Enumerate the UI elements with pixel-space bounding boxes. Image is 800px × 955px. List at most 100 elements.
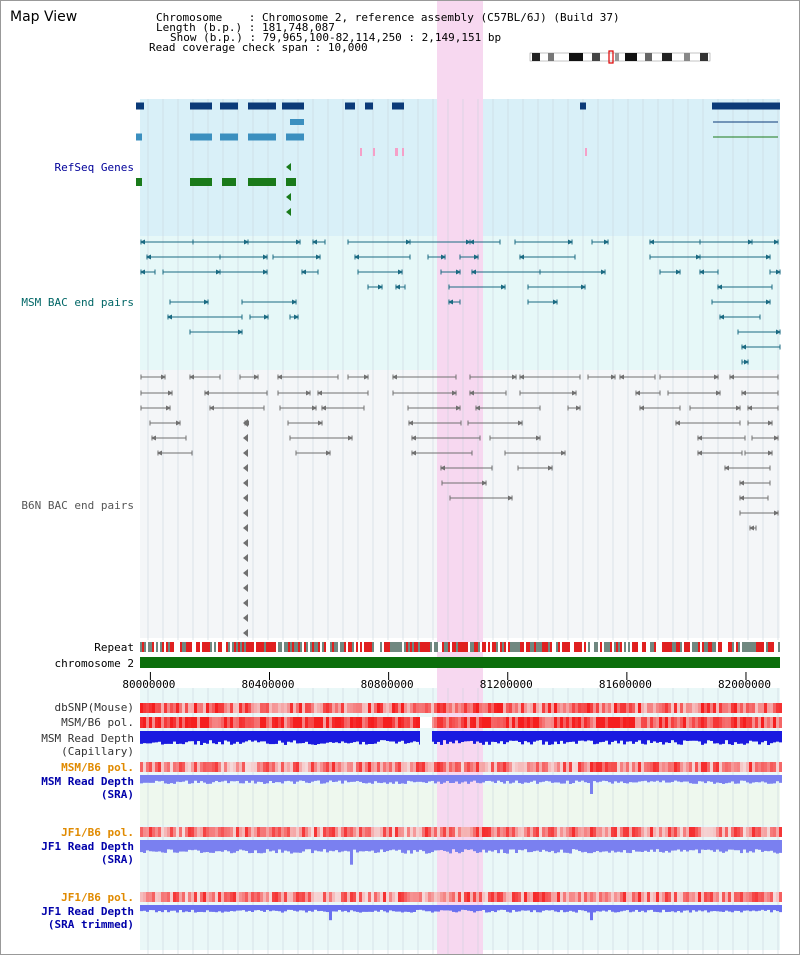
polymorphism-cell [533,892,536,902]
read-depth-bar [737,731,740,744]
read-depth-bar [245,905,248,912]
read-depth-bar [539,905,542,913]
polymorphism-cell [755,717,758,728]
polymorphism-cell [728,717,731,728]
polymorphism-cell [602,762,605,772]
repeat-element [336,642,338,652]
polymorphism-cell [584,717,587,728]
polymorphism-cell [326,703,329,713]
read-depth-bar [437,905,440,912]
read-depth-bar [410,731,413,743]
repeat-element [570,642,572,652]
repeat-element [216,642,218,652]
chromosome-info: Chromosome : Chromosome 2, reference ass… [156,11,620,24]
polymorphism-cell [194,717,197,728]
read-depth-bar [203,775,206,783]
polymorphism-cell [743,762,746,772]
read-depth-bar [269,731,272,745]
read-depth-bar [629,905,632,913]
polymorphism-cell [530,892,533,902]
read-depth-bar [290,905,293,910]
read-depth-bar [161,840,164,853]
polymorphism-cell [176,762,179,772]
polymorphism-cell [626,703,629,713]
read-depth-bar [410,905,413,913]
repeat-element [156,642,158,652]
read-depth-bar [539,775,542,783]
repeat-element [146,642,148,652]
polymorphism-cell [320,703,323,713]
read-depth-bar [368,775,371,783]
read-depth-bar [476,905,479,912]
read-depth-bar [230,840,233,854]
polymorphism-cell [548,762,551,772]
polymorphism-cell [758,827,761,837]
polymorphism-cell [386,892,389,902]
repeat-element [636,642,638,652]
polymorphism-cell [599,703,602,713]
repeat-element [586,642,588,652]
polymorphism-cell [173,717,176,728]
repeat-element [242,642,244,652]
repeat-element [412,642,414,652]
polymorphism-cell [482,717,485,728]
repeat-element [692,642,694,652]
polymorphism-cell [200,717,203,728]
read-depth-bar [434,731,437,745]
polymorphism-cell [761,703,764,713]
polymorphism-cell [458,892,461,902]
polymorphism-cell [440,762,443,772]
read-depth-bar [179,775,182,783]
polymorphism-cell [692,827,695,837]
polymorphism-cell [434,827,437,837]
polymorphism-cell [596,827,599,837]
polymorphism-cell [476,827,479,837]
read-depth-bar [320,775,323,784]
gene-exon [290,119,304,125]
repeat-element [304,642,306,652]
read-depth-bar [593,840,596,853]
polymorphism-cell [308,703,311,713]
feature-arrow [364,374,369,380]
polymorphism-cell [440,703,443,713]
polymorphism-cell [779,717,782,728]
polymorphism-cell [395,827,398,837]
polymorphism-cell [392,827,395,837]
read-depth-bar [569,840,572,854]
polymorphism-cell [308,892,311,902]
polymorphism-cell [176,717,179,728]
polymorphism-cell [584,762,587,772]
read-depth-bar [434,775,437,784]
polymorphism-cell [611,703,614,713]
feature-arrow [378,284,383,290]
read-depth-bar [425,840,428,854]
polymorphism-cell [389,717,392,728]
repeat-element [598,642,600,652]
polymorphism-cell [140,762,143,772]
polymorphism-cell [626,717,629,728]
polymorphism-cell [722,762,725,772]
polymorphism-cell [668,717,671,728]
repeat-element [776,642,778,652]
polymorphism-cell [761,717,764,728]
feature-arrow [536,435,541,441]
repeat-element [584,642,586,652]
b6n-arrow [243,614,248,622]
read-depth-bar [443,731,446,741]
read-depth-bar [554,905,557,912]
read-depth-bar [323,840,326,850]
repeat-element [150,642,152,652]
polymorphism-cell [356,703,359,713]
polymorphism-cell [413,827,416,837]
read-depth-bar [185,775,188,781]
read-depth-bar [407,775,410,781]
read-depth-bar [488,905,491,913]
read-depth-bar [314,775,317,781]
read-depth-bar [278,905,281,912]
repeat-element [542,642,544,652]
polymorphism-cell [389,762,392,772]
polymorphism-cell [575,892,578,902]
gene-exon [585,148,587,156]
read-depth-bar [464,775,467,782]
